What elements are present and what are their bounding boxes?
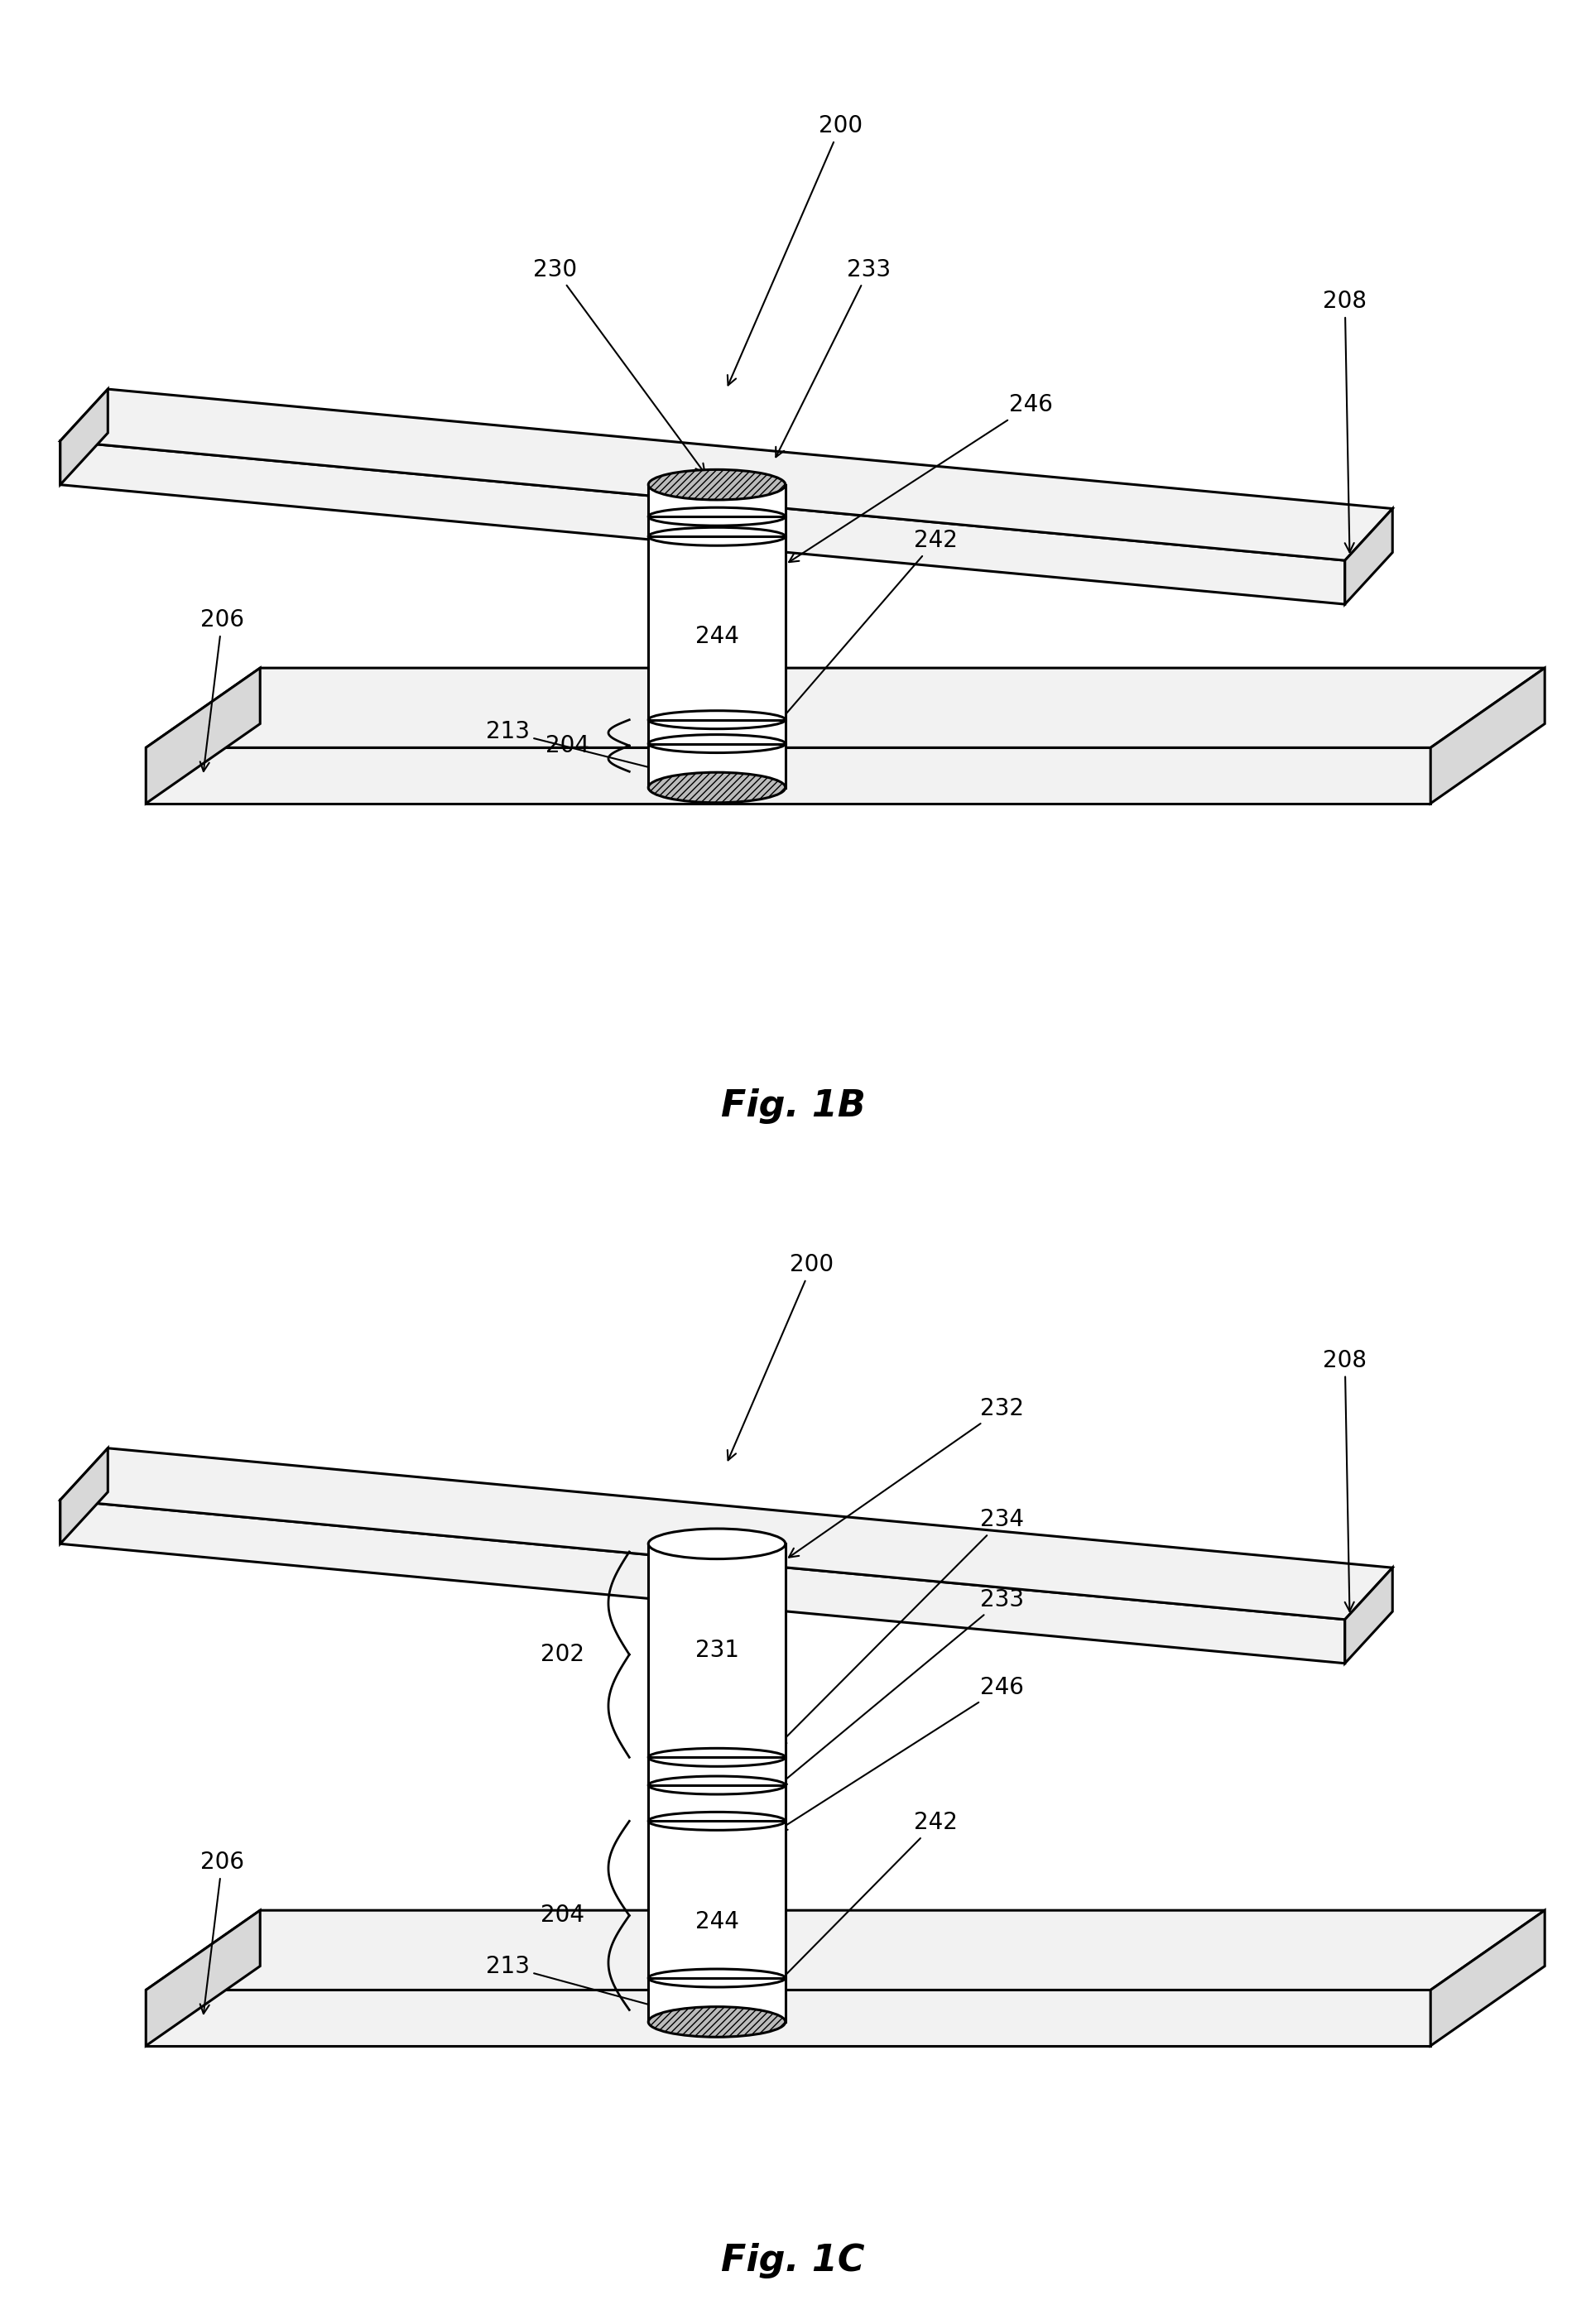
Polygon shape: [60, 388, 108, 486]
Ellipse shape: [649, 469, 785, 500]
Polygon shape: [146, 1910, 1545, 1989]
Text: 208: 208: [1323, 290, 1367, 553]
Text: 246: 246: [788, 393, 1053, 562]
Text: 208: 208: [1323, 1348, 1367, 1611]
Text: 230: 230: [533, 258, 704, 474]
Text: 244: 244: [695, 1910, 739, 1934]
Ellipse shape: [649, 772, 785, 802]
Text: 204: 204: [546, 734, 590, 758]
Polygon shape: [1431, 667, 1545, 804]
Text: Fig. 1B: Fig. 1B: [720, 1088, 866, 1125]
Text: 232: 232: [788, 1397, 1025, 1557]
Polygon shape: [60, 1448, 1393, 1620]
Polygon shape: [146, 667, 1545, 748]
Polygon shape: [60, 1499, 1345, 1664]
Polygon shape: [146, 1989, 1431, 2045]
Polygon shape: [60, 1448, 108, 1543]
Polygon shape: [146, 1910, 260, 2045]
Text: 204: 204: [541, 1903, 585, 1927]
Text: 200: 200: [728, 1253, 834, 1459]
Text: Fig. 1C: Fig. 1C: [722, 2243, 864, 2280]
Text: 246: 246: [777, 1676, 1025, 1831]
Text: 234: 234: [777, 1508, 1025, 1745]
Text: 233: 233: [777, 1587, 1025, 1787]
Text: 202: 202: [541, 1643, 585, 1666]
Text: 206: 206: [200, 1850, 244, 2013]
Polygon shape: [60, 442, 1345, 604]
Polygon shape: [1345, 1569, 1393, 1664]
Polygon shape: [1431, 1910, 1545, 2045]
Text: 233: 233: [776, 258, 891, 458]
Text: 231: 231: [695, 1638, 739, 1662]
Polygon shape: [146, 748, 1431, 804]
Polygon shape: [146, 667, 260, 804]
Text: 242: 242: [772, 530, 958, 730]
Text: 242: 242: [772, 1810, 958, 1989]
Polygon shape: [60, 388, 1393, 560]
Ellipse shape: [649, 2006, 785, 2038]
Polygon shape: [1345, 509, 1393, 604]
Polygon shape: [649, 486, 785, 788]
Text: 200: 200: [728, 114, 863, 386]
Text: 213: 213: [485, 720, 693, 781]
Polygon shape: [649, 1543, 785, 2022]
Text: 244: 244: [695, 625, 739, 648]
Text: 213: 213: [485, 1954, 693, 2020]
Ellipse shape: [649, 1529, 785, 1559]
Text: 206: 206: [200, 609, 244, 772]
